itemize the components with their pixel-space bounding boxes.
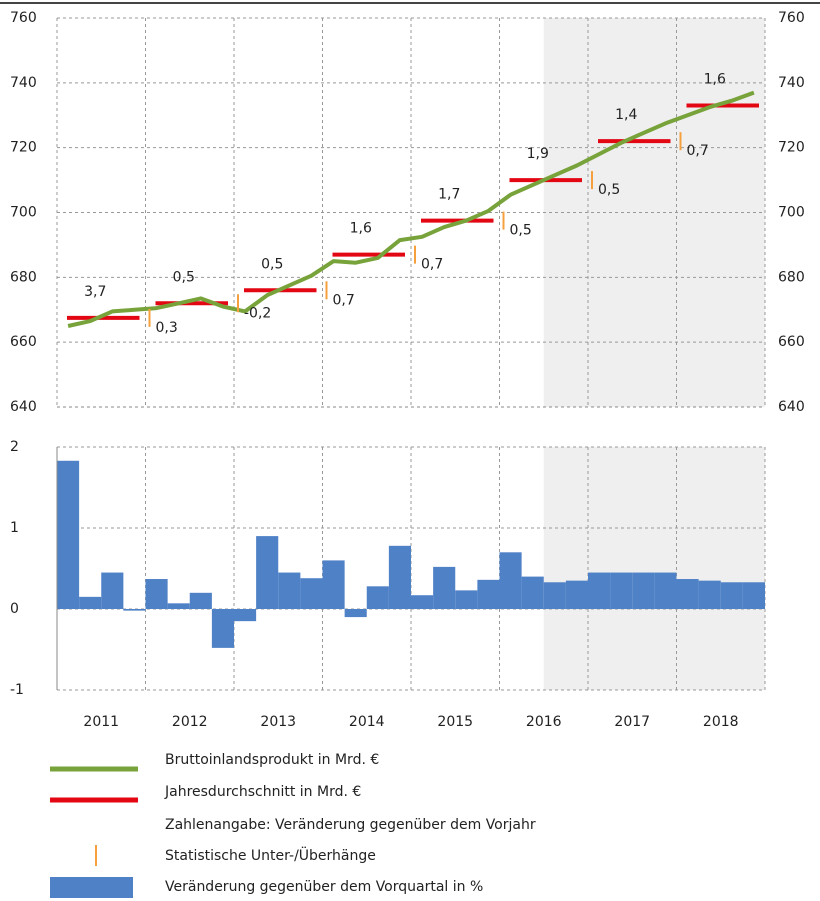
x-tick-label: 2016 — [526, 714, 562, 730]
y-tick-label-right: 660 — [778, 334, 805, 350]
x-tick-label: 2018 — [703, 714, 739, 730]
overhang-label: 0,3 — [156, 320, 178, 336]
bar — [565, 580, 588, 609]
x-tick-label: 2011 — [83, 714, 119, 730]
bar — [676, 579, 699, 609]
bar — [632, 572, 655, 609]
y-tick-label: 740 — [10, 75, 37, 91]
x-tick-label: 2013 — [260, 714, 296, 730]
legend-label: Bruttoinlandsprodukt in Mrd. € — [165, 752, 379, 768]
bar — [101, 572, 124, 609]
overhang-label: 0,7 — [333, 292, 355, 308]
y-tick-label-right: 740 — [778, 75, 805, 91]
annual-change-label: 1,7 — [438, 187, 460, 203]
bar — [123, 609, 146, 611]
annual-change-label: 0,5 — [173, 269, 195, 285]
bar — [698, 580, 721, 609]
overhang-label: 0,5 — [510, 223, 532, 239]
bar — [499, 552, 522, 609]
x-tick-label: 2015 — [437, 714, 473, 730]
bar — [300, 578, 323, 609]
overhang-label: 0,7 — [421, 257, 443, 273]
gdp-line — [67, 90, 755, 328]
bar — [433, 566, 456, 609]
bar — [742, 582, 765, 609]
bar — [477, 579, 500, 609]
bar — [455, 590, 478, 609]
bar — [79, 596, 102, 609]
y-tick-label-right: 640 — [778, 399, 805, 415]
legend-swatch — [50, 877, 133, 898]
bar — [234, 609, 257, 622]
bar — [366, 586, 389, 609]
y-tick-label: 0 — [10, 601, 19, 617]
annual-change-label: 1,6 — [704, 72, 726, 88]
overhang-label: 0,5 — [598, 182, 620, 198]
legend-label: Zahlenangabe: Veränderung gegenüber dem … — [165, 817, 536, 833]
bar — [543, 582, 566, 609]
y-tick-label: 2 — [10, 439, 19, 455]
forecast-shade — [543, 447, 765, 690]
bar — [411, 595, 434, 609]
annual-change-label: 0,5 — [261, 256, 283, 272]
y-tick-label-right: 760 — [778, 10, 805, 26]
y-tick-label-right: 720 — [778, 140, 805, 156]
y-tick-label: 680 — [10, 269, 37, 285]
annual-change-label: 1,6 — [350, 221, 372, 237]
y-tick-label: 1 — [10, 520, 19, 536]
x-tick-label: 2017 — [614, 714, 650, 730]
y-tick-label: 660 — [10, 334, 37, 350]
bar — [588, 572, 611, 609]
bar — [388, 545, 411, 609]
bar — [57, 460, 80, 609]
annual-change-label: 3,7 — [84, 284, 106, 300]
bar — [344, 609, 367, 618]
bar — [278, 572, 301, 609]
bar — [720, 582, 743, 609]
x-tick-label: 2014 — [349, 714, 385, 730]
bar — [211, 609, 234, 648]
y-tick-label: 640 — [10, 399, 37, 415]
annual-change-label: 1,9 — [527, 146, 549, 162]
overhang-label: -0,2 — [244, 305, 271, 321]
bar — [145, 579, 168, 609]
y-tick-label: 720 — [10, 140, 37, 156]
y-tick-label: -1 — [10, 682, 24, 698]
y-tick-label-right: 680 — [778, 269, 805, 285]
x-tick-label: 2012 — [172, 714, 208, 730]
y-tick-label: 760 — [10, 10, 37, 26]
legend-label: Jahresdurchschnitt in Mrd. € — [164, 784, 361, 800]
bar — [521, 576, 544, 609]
y-tick-label: 700 — [10, 205, 37, 221]
bar — [167, 603, 190, 609]
bar — [256, 536, 279, 609]
annual-change-label: 1,4 — [615, 107, 637, 123]
legend-label: Veränderung gegenüber dem Vorquartal in … — [165, 879, 483, 895]
y-tick-label-right: 700 — [778, 205, 805, 221]
bar — [322, 560, 345, 609]
bar — [189, 592, 212, 609]
overhang-label: 0,7 — [687, 143, 709, 159]
bar — [610, 572, 633, 609]
legend-label: Statistische Unter-/Überhänge — [165, 846, 376, 864]
bar — [654, 572, 677, 609]
